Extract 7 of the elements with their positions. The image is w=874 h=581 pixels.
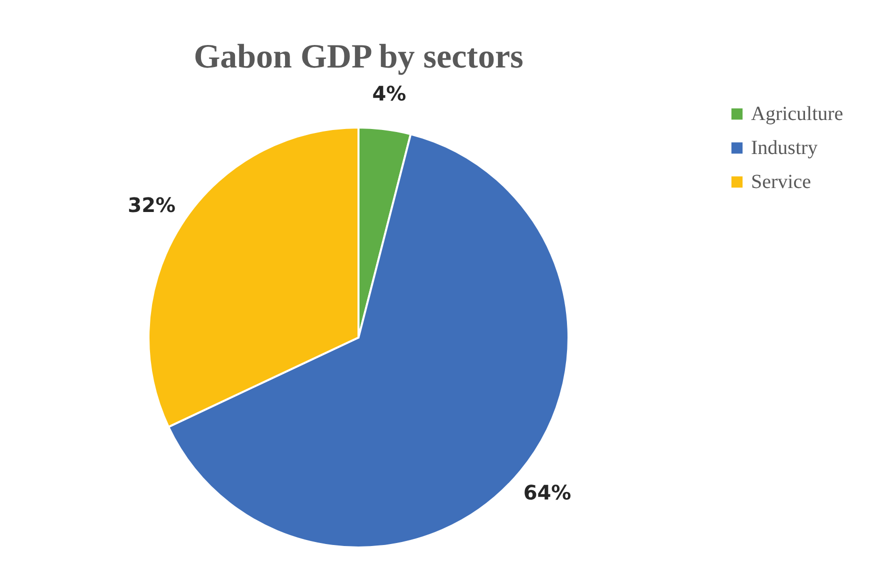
legend-label: Industry <box>751 137 818 159</box>
data-label: 4% <box>372 81 406 106</box>
chart-title: Gabon GDP by sectors <box>194 38 524 76</box>
legend-label: Service <box>751 171 812 193</box>
legend-label: Agriculture <box>751 103 844 125</box>
data-label: 64% <box>523 480 572 505</box>
data-label: 32% <box>128 193 176 218</box>
